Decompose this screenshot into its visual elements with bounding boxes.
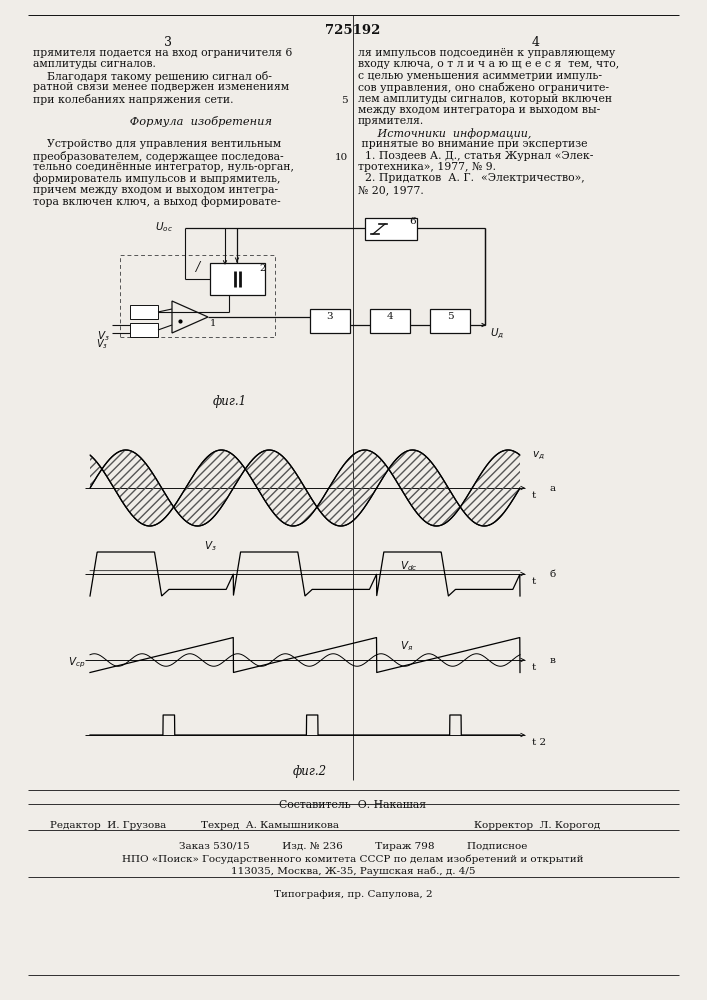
Text: a: a [550, 484, 556, 493]
Text: 3: 3 [327, 312, 333, 321]
Text: тора включен ключ, а выход формировате-: тора включен ключ, а выход формировате- [33, 196, 281, 207]
Bar [365, 218, 417, 240]
Text: $V_{ср}$: $V_{ср}$ [68, 656, 85, 670]
Text: Благодаря такому решению сигнал об-: Благодаря такому решению сигнал об- [33, 71, 272, 82]
Text: тельно соединённые интегратор, нуль-орган,: тельно соединённые интегратор, нуль-орга… [33, 162, 294, 172]
Text: Источники  информации,: Источники информации, [360, 128, 532, 139]
Text: прямителя подается на вход ограничителя 6: прямителя подается на вход ограничителя … [33, 48, 293, 58]
Text: принятые во внимание при экспертизе: принятые во внимание при экспертизе [358, 139, 588, 149]
Text: Заказ 530/15          Изд. № 236          Тираж 798          Подписное: Заказ 530/15 Изд. № 236 Тираж 798 Подпис… [179, 842, 527, 851]
Text: № 20, 1977.: № 20, 1977. [358, 185, 423, 195]
Text: 5: 5 [341, 96, 348, 105]
Text: 4: 4 [532, 36, 540, 49]
Bar [430, 309, 470, 333]
Text: 113035, Москва, Ж-35, Раушская наб., д. 4/5: 113035, Москва, Ж-35, Раушская наб., д. … [230, 866, 475, 876]
Text: прямителя.: прямителя. [358, 116, 424, 126]
Text: фиг.2: фиг.2 [293, 765, 327, 778]
Text: Устройство для управления вентильным: Устройство для управления вентильным [33, 139, 281, 149]
Text: 725192: 725192 [325, 24, 380, 37]
Text: Составитель  О. Накашая: Составитель О. Накашая [279, 800, 426, 810]
Text: 2: 2 [259, 264, 265, 273]
Text: t: t [532, 491, 536, 500]
Bar [370, 309, 410, 333]
Text: преобразователем, содержащее последова-: преобразователем, содержащее последова- [33, 151, 284, 162]
Text: в: в [550, 656, 556, 665]
Text: 1: 1 [210, 319, 216, 328]
Text: тротехника», 1977, № 9.: тротехника», 1977, № 9. [358, 162, 496, 172]
Text: 1. Поздеев А. Д., статья Журнал «Элек-: 1. Поздеев А. Д., статья Журнал «Элек- [358, 151, 593, 161]
Bar [310, 309, 350, 333]
Text: ля импульсов подсоединён к управляющему: ля импульсов подсоединён к управляющему [358, 48, 615, 58]
Text: $U_д$: $U_д$ [490, 327, 504, 341]
Text: t: t [532, 663, 536, 672]
Text: 10: 10 [334, 153, 348, 162]
Bar [210, 263, 265, 295]
Text: с целью уменьшения асимметрии импуль-: с целью уменьшения асимметрии импуль- [358, 71, 602, 81]
Text: лем амплитуды сигналов, который включен: лем амплитуды сигналов, который включен [358, 94, 612, 104]
Text: $V_з$: $V_з$ [96, 337, 108, 351]
Text: НПО «Поиск» Государственного комитета СССР по делам изобретений и открытий: НПО «Поиск» Государственного комитета СС… [122, 854, 584, 863]
Text: /: / [196, 261, 200, 274]
Text: Типография, пр. Сапулова, 2: Типография, пр. Сапулова, 2 [274, 890, 432, 899]
Text: входу ключа, о т л и ч а ю щ е е с я  тем, что,: входу ключа, о т л и ч а ю щ е е с я тем… [358, 59, 619, 69]
Text: 3: 3 [164, 36, 172, 49]
Text: $V_з$: $V_з$ [98, 329, 110, 343]
Text: ратной связи менее подвержен изменениям: ратной связи менее подвержен изменениям [33, 82, 289, 92]
Text: $U_{oc}$: $U_{oc}$ [155, 220, 173, 234]
Text: между входом интегратора и выходом вы-: между входом интегратора и выходом вы- [358, 105, 600, 115]
Bar [120, 255, 275, 337]
Text: 6: 6 [409, 217, 416, 226]
Text: 2. Придатков  А. Г.  «Электричество»,: 2. Придатков А. Г. «Электричество», [358, 173, 585, 183]
Text: $V_я$: $V_я$ [399, 640, 413, 653]
Text: Техред  А. Камышникова: Техред А. Камышникова [201, 821, 339, 830]
Bar [130, 305, 158, 319]
Text: $v_д$: $v_д$ [532, 450, 544, 462]
Text: t 2: t 2 [532, 738, 546, 747]
Text: при колебаниях напряжения сети.: при колебаниях напряжения сети. [33, 94, 233, 105]
Text: б: б [550, 570, 556, 579]
Text: $V_{dc}$: $V_{dc}$ [399, 559, 417, 573]
Text: Редактор  И. Грузова: Редактор И. Грузова [50, 821, 166, 830]
Text: t: t [532, 577, 536, 586]
Text: формирователь импульсов и выпрямитель,: формирователь импульсов и выпрямитель, [33, 173, 281, 184]
Text: 5: 5 [447, 312, 453, 321]
Text: 4: 4 [387, 312, 393, 321]
Text: Формула  изобретения: Формула изобретения [108, 116, 272, 127]
Text: амплитуды сигналов.: амплитуды сигналов. [33, 59, 156, 69]
Text: сов управления, оно снабжено ограничите-: сов управления, оно снабжено ограничите- [358, 82, 609, 93]
Text: фиг.1: фиг.1 [213, 395, 247, 408]
Text: Корректор  Л. Корогод: Корректор Л. Корогод [474, 821, 600, 830]
Text: причем между входом и выходом интегра-: причем между входом и выходом интегра- [33, 185, 278, 195]
Text: $V_з$: $V_з$ [204, 540, 217, 553]
Bar [130, 323, 158, 337]
